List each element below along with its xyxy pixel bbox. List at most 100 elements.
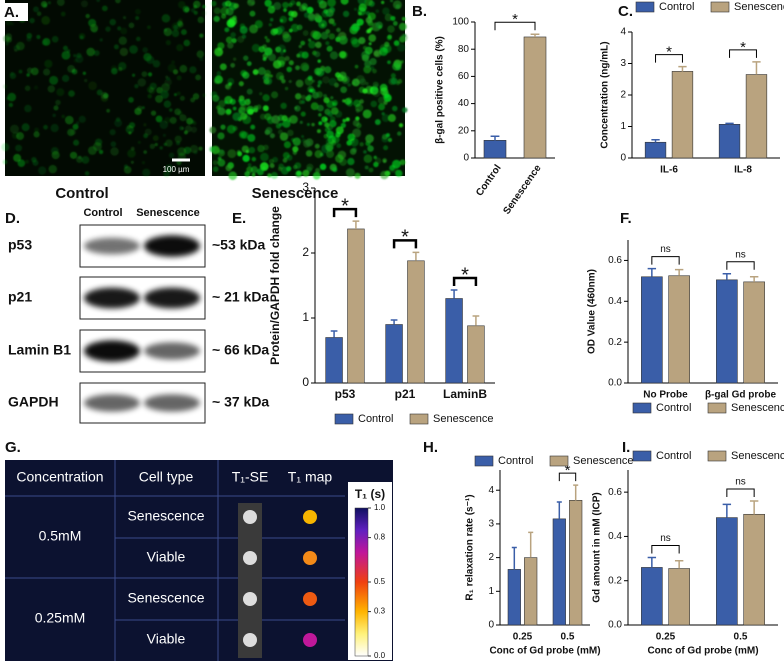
legend-swatch <box>710 1 730 13</box>
cell <box>296 24 303 31</box>
cell <box>169 116 177 124</box>
cell <box>293 164 298 170</box>
cell <box>264 0 272 7</box>
t1se-spot <box>243 633 257 647</box>
x-tick-label: No Probe <box>643 390 688 401</box>
cell <box>355 116 360 121</box>
cell <box>318 121 323 126</box>
bar <box>524 557 538 626</box>
cell <box>368 34 377 42</box>
cell <box>370 100 378 108</box>
cell <box>228 171 238 181</box>
cell <box>277 114 285 122</box>
cell <box>232 15 237 21</box>
legend-swatch <box>632 402 652 414</box>
cell-type: Senescence <box>127 508 204 524</box>
cell <box>282 33 292 43</box>
cell <box>26 67 33 74</box>
cell <box>380 87 389 96</box>
cell <box>351 23 361 32</box>
panel-letter: G. <box>5 439 21 456</box>
cell <box>342 10 350 18</box>
cell <box>202 93 207 98</box>
cell <box>282 1 289 9</box>
cell <box>141 106 145 110</box>
y-tick-label: 2 <box>488 552 494 563</box>
cell <box>298 51 305 58</box>
legend-label: Control <box>659 1 694 13</box>
cell <box>316 129 321 134</box>
cell <box>192 93 200 100</box>
cell <box>175 141 181 146</box>
cell <box>342 76 348 82</box>
band <box>84 237 140 255</box>
cell <box>129 45 138 54</box>
cell <box>13 153 22 162</box>
cell <box>173 24 179 30</box>
bar <box>716 279 738 384</box>
significance-label: ns <box>660 244 671 255</box>
cell <box>317 0 324 5</box>
cell <box>52 113 56 118</box>
y-tick-label: 0.2 <box>608 337 622 348</box>
cell <box>308 38 312 42</box>
cell <box>299 120 303 124</box>
cell <box>34 127 40 133</box>
cell <box>270 28 278 36</box>
cell <box>43 124 48 130</box>
bar <box>743 513 765 626</box>
cell <box>159 120 169 129</box>
cell <box>70 129 77 136</box>
cell <box>232 57 237 61</box>
bar <box>641 276 663 384</box>
legend-label: Control <box>358 413 393 425</box>
bar <box>745 74 768 159</box>
cell <box>340 0 349 5</box>
band <box>84 287 140 309</box>
cell <box>374 119 381 125</box>
cell <box>340 86 348 94</box>
legend-label: Senescence <box>734 1 784 13</box>
cell <box>307 94 312 100</box>
error-bar <box>390 319 398 325</box>
cell <box>165 75 169 79</box>
significance-label: * <box>740 39 746 56</box>
column-header: Control <box>83 207 122 219</box>
cell <box>240 104 247 111</box>
cell <box>240 132 245 137</box>
cell <box>288 10 295 17</box>
cell <box>38 166 47 175</box>
cell <box>353 7 357 11</box>
cell <box>243 55 249 61</box>
cell <box>345 168 355 178</box>
cell <box>286 66 293 73</box>
cell <box>262 105 269 112</box>
cell <box>324 142 334 152</box>
protein-label: GAPDH <box>8 394 59 410</box>
cell <box>347 83 351 87</box>
cell <box>43 68 51 76</box>
y-tick-label: 0.0 <box>608 620 622 631</box>
y-axis-label: OD Value (460nm) <box>587 269 598 354</box>
cell <box>190 119 195 124</box>
cell <box>338 51 347 59</box>
cell <box>135 15 140 20</box>
x-tick-label: β-gal Gd probe <box>705 390 777 401</box>
cell <box>176 91 181 96</box>
panel-letter: I. <box>622 439 630 456</box>
cell <box>302 30 309 36</box>
cell <box>26 73 30 77</box>
cell <box>384 13 393 22</box>
cell <box>143 150 147 154</box>
cell <box>262 94 270 102</box>
x-axis-label: Conc of Gd probe (mM) <box>489 646 600 657</box>
cell <box>344 97 352 105</box>
cell <box>300 111 306 117</box>
cell <box>269 17 274 22</box>
cell <box>347 133 356 142</box>
cell <box>232 112 241 121</box>
cell <box>342 118 347 123</box>
cell <box>215 75 222 82</box>
cell <box>295 65 300 71</box>
cell <box>301 94 306 100</box>
